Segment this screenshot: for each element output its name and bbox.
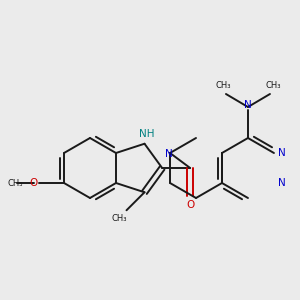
Text: CH₃: CH₃ — [215, 82, 231, 91]
Text: N: N — [165, 149, 173, 159]
Text: NH: NH — [139, 129, 154, 139]
Text: CH₃: CH₃ — [265, 82, 281, 91]
Text: O: O — [186, 200, 194, 210]
Text: O: O — [29, 178, 37, 188]
Text: N: N — [244, 100, 252, 110]
Text: CH₃: CH₃ — [112, 214, 127, 223]
Text: N: N — [278, 148, 286, 158]
Text: N: N — [278, 178, 286, 188]
Text: CH₃: CH₃ — [7, 178, 23, 188]
